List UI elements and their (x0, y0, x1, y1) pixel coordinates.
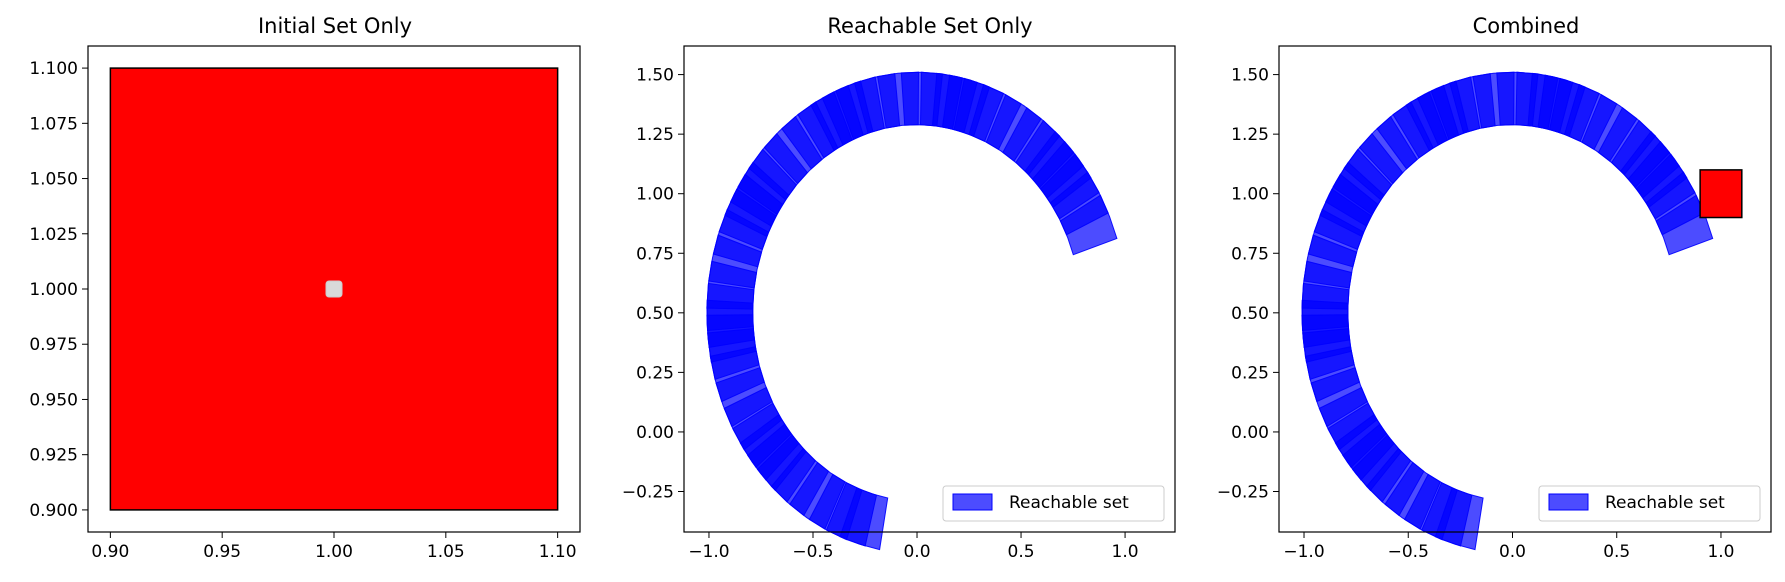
axes: 0.90 0.95 1.00 1.05 1.10 0.900 0.925 0.950 0.975… (29, 45, 581, 562)
y-tick-label: 1.50 (1231, 66, 1269, 86)
initial-set-panel: Initial Set Only 0.90 0.95 1.00 1.05 1.100.9… (29, 14, 581, 562)
y-tick-label: −0.25 (1217, 483, 1269, 503)
x-tick-label: 1.0 (1112, 542, 1139, 562)
y-tick-label: 0.900 (29, 501, 78, 521)
x-tick-label: −1.0 (1283, 542, 1324, 562)
x-tick-label: 0.0 (903, 542, 930, 562)
x-tick-label: −0.5 (792, 542, 833, 562)
y-tick-label: 0.925 (29, 446, 78, 466)
x-tick-label: −1.0 (688, 542, 729, 562)
legend-box (1538, 485, 1761, 522)
legend: Reachable set (942, 485, 1165, 522)
y-tick-label: 0.00 (1231, 423, 1269, 443)
x-tick-label: −0.5 (1388, 542, 1429, 562)
x-tick-label: 1.05 (427, 542, 465, 562)
x-tick-label: 1.0 (1707, 542, 1734, 562)
initial-set-rect (1699, 169, 1743, 219)
y-tick-label: 0.25 (1231, 363, 1269, 383)
x-tick-label: 1.10 (539, 542, 577, 562)
y-tick-label: 0.975 (29, 335, 78, 355)
y-tick-label: 0.50 (636, 304, 674, 324)
axes-frame (683, 45, 1176, 533)
y-tick-label: 1.025 (29, 225, 78, 245)
y-tick-label: 1.050 (29, 170, 78, 190)
x-tick-label: 0.5 (1008, 542, 1035, 562)
x-tick-label: 0.5 (1603, 542, 1630, 562)
panel-title: Combined (1473, 14, 1580, 38)
panel-title: Reachable Set Only (827, 14, 1032, 38)
legend-label: Reachable set (1605, 493, 1725, 513)
y-tick-label: 0.950 (29, 390, 78, 410)
reachable-set-polygon (1434, 487, 1484, 551)
legend-box (942, 485, 1165, 522)
combined-panel: Combined −1.0 −0.5 0.0 0.5 1.0 −0.25 0.00 0.25 0… (1217, 14, 1772, 562)
legend-swatch (952, 493, 993, 511)
panel-title: Initial Set Only (258, 14, 412, 38)
y-tick-label: 1.50 (636, 66, 674, 86)
y-tick-label: −0.25 (622, 483, 674, 503)
x-tick-label: 1.00 (315, 542, 353, 562)
legend-swatch (1548, 493, 1589, 511)
plot-marks (706, 71, 1118, 551)
x-tick-label: 0.90 (91, 542, 129, 562)
legend: Reachable set (1538, 485, 1761, 522)
plot-marks (109, 67, 559, 511)
center-point-marker (325, 280, 343, 298)
reachable-set-panel: Reachable Set Only −1.0 −0.5 0.0 0.5 1.0 −0.2… (622, 14, 1176, 562)
y-tick-label: 0.75 (636, 244, 674, 264)
x-tick-label: 0.95 (203, 542, 241, 562)
y-tick-label: 0.50 (1231, 304, 1269, 324)
y-tick-label: 1.00 (636, 185, 674, 205)
axes-frame (1278, 45, 1772, 533)
y-tick-label: 0.00 (636, 423, 674, 443)
y-tick-label: 1.00 (1231, 185, 1269, 205)
y-tick-label: 1.075 (29, 114, 78, 134)
y-tick-label: 0.25 (636, 363, 674, 383)
y-tick-label: 1.25 (636, 125, 674, 145)
axes: −1.0 −0.5 0.0 0.5 1.0 −0.25 0.00 0.25 0.50 0.75 1.… (622, 45, 1176, 562)
y-tick-label: 1.100 (29, 59, 78, 79)
plot-marks (1301, 71, 1743, 551)
y-tick-label: 0.75 (1231, 244, 1269, 264)
reachable-set-polygon (839, 487, 889, 551)
x-tick-label: 0.0 (1499, 542, 1526, 562)
y-tick-label: 1.25 (1231, 125, 1269, 145)
axes: −1.0 −0.5 0.0 0.5 1.0 −0.25 0.00 0.25 0.50 0.75 1.… (1217, 45, 1772, 562)
legend-label: Reachable set (1009, 493, 1129, 513)
y-tick-label: 1.000 (29, 280, 78, 300)
